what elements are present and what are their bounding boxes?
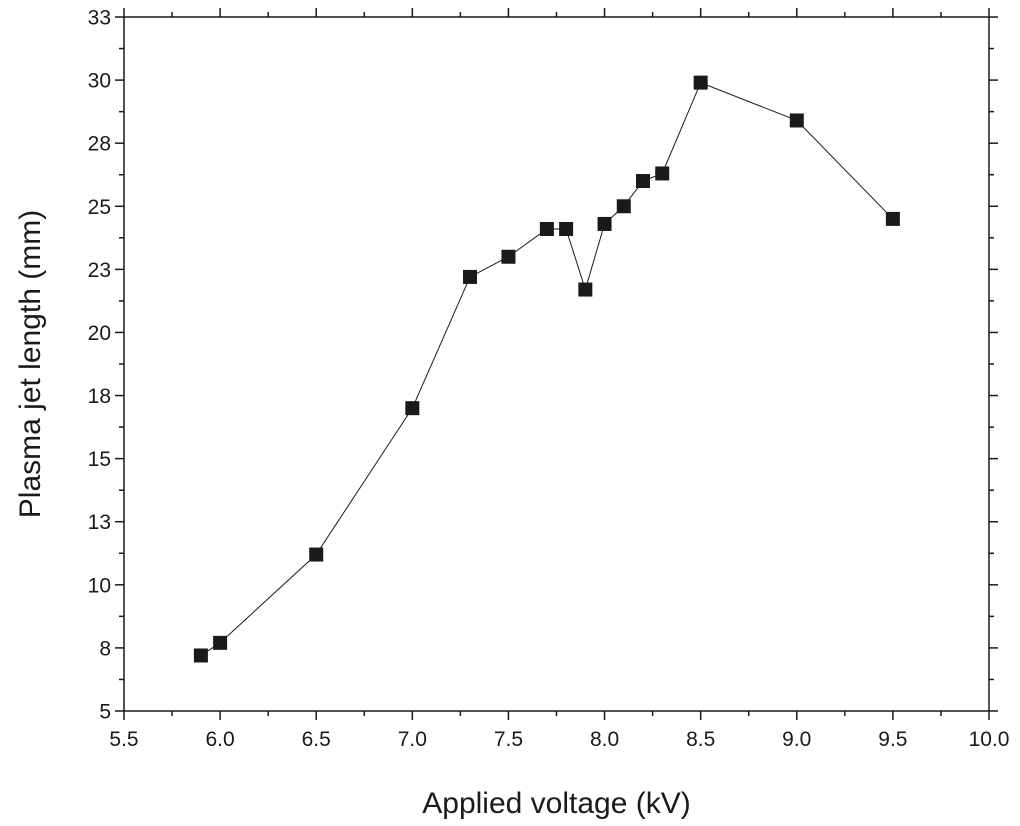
- y-tick-label: 13: [88, 511, 111, 534]
- y-tick-label: 33: [88, 7, 111, 30]
- y-tick-label: 28: [88, 133, 111, 156]
- x-tick-label: 5.5: [109, 728, 138, 751]
- series-line: [200, 81, 894, 656]
- data-point: [213, 635, 228, 650]
- data-point: [501, 249, 516, 264]
- y-tick-label: 8: [99, 637, 111, 660]
- y-tick-label: 18: [88, 385, 111, 408]
- data-point: [789, 113, 804, 128]
- y-tick-label: 25: [88, 196, 111, 219]
- y-tick-label: 20: [88, 322, 111, 345]
- x-tick-label: 8.0: [590, 728, 619, 751]
- x-tick-label: 9.0: [782, 728, 811, 751]
- data-point: [636, 174, 650, 189]
- data-point: [597, 216, 612, 231]
- data-point: [616, 199, 631, 214]
- x-tick-label: 8.5: [686, 728, 715, 751]
- y-tick-label: 10: [88, 574, 111, 597]
- data-point: [559, 221, 574, 236]
- data-point: [693, 75, 708, 90]
- x-tick-label: 6.0: [206, 728, 235, 751]
- plot-frame: [123, 16, 990, 712]
- data-point: [655, 166, 670, 181]
- y-axis-title: Plasma jet length (mm): [14, 210, 47, 518]
- data-point: [885, 211, 900, 226]
- data-point: [405, 401, 420, 416]
- x-tick-label: 7.5: [494, 728, 523, 751]
- data-point: [463, 269, 477, 284]
- x-tick-label: 9.5: [878, 728, 907, 751]
- x-axis-title: Applied voltage (kV): [422, 787, 690, 820]
- data-point: [193, 648, 208, 663]
- y-axis-ticks: 5 8 10 13 15 18 20 23 25 28 30 33: [88, 7, 998, 724]
- x-tick-label: 7.0: [398, 728, 427, 751]
- data-point: [539, 221, 554, 236]
- x-tick-label: 10.0: [969, 728, 1010, 751]
- x-tick-label: 6.5: [302, 728, 331, 751]
- y-tick-label: 15: [88, 448, 111, 471]
- y-tick-label: 30: [88, 70, 111, 93]
- y-tick-label: 23: [88, 259, 111, 282]
- data-point: [309, 547, 324, 562]
- data-point: [578, 282, 593, 297]
- x-axis-ticks: 5.5 6.0 6.5 7.0 7.5 8.0 8.5 9.0 9.5 10.0: [109, 8, 1009, 751]
- y-tick-label: 5: [99, 701, 111, 724]
- data-series: [193, 75, 900, 663]
